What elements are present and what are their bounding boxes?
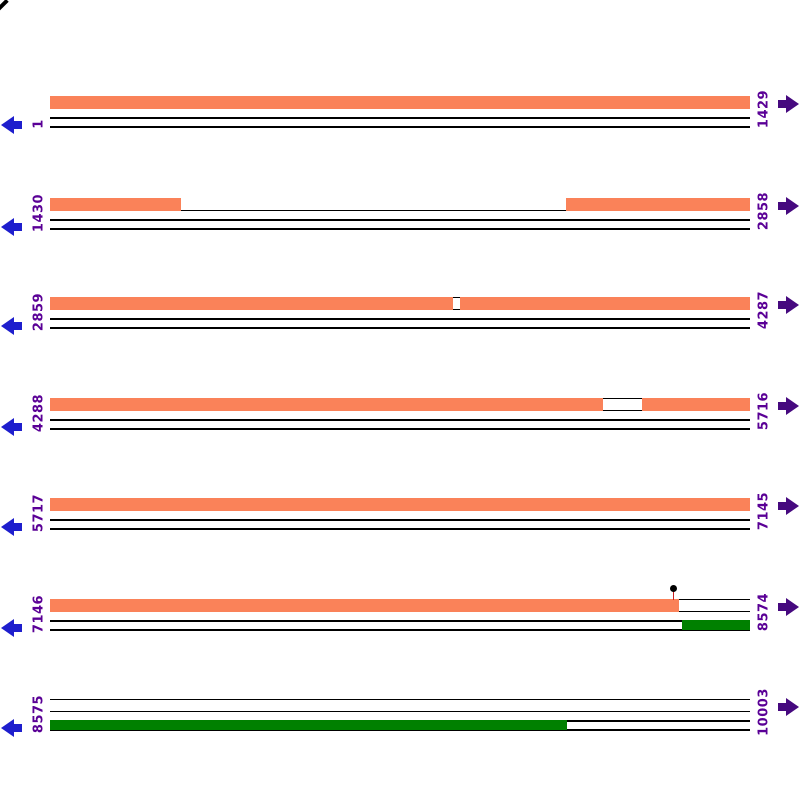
left-arrow-tail[interactable] xyxy=(13,223,22,231)
right-arrow-icon[interactable] xyxy=(786,497,799,515)
right-arrow-tail[interactable] xyxy=(778,301,787,309)
left-coordinate-label: 7146 xyxy=(31,594,47,634)
exon-connector-line xyxy=(181,209,566,211)
strand-line xyxy=(50,327,750,329)
left-arrow-tail[interactable] xyxy=(13,322,22,330)
right-arrow-tail[interactable] xyxy=(778,202,787,210)
strand-line xyxy=(50,419,750,421)
left-coordinate-label: 4288 xyxy=(31,393,47,433)
strand-line xyxy=(50,228,750,230)
strand-line xyxy=(50,219,750,221)
left-arrow-icon[interactable] xyxy=(1,317,14,335)
feature-box-open xyxy=(679,599,750,612)
feature-bar-orange xyxy=(460,297,750,310)
left-arrow-tail[interactable] xyxy=(13,624,22,632)
strand-line xyxy=(50,428,750,430)
strand-line xyxy=(50,629,750,631)
feature-bar-orange xyxy=(50,599,679,612)
strand-line xyxy=(50,528,750,530)
strand-line xyxy=(50,620,750,622)
feature-bar-green xyxy=(682,619,750,631)
right-arrow-icon[interactable] xyxy=(786,95,799,113)
feature-box-open xyxy=(453,297,460,310)
variant-marker-stem xyxy=(672,591,675,600)
feature-bar-orange xyxy=(50,398,603,411)
corner-artifact xyxy=(0,0,9,11)
right-coordinate-label: 7145 xyxy=(756,491,772,531)
feature-bar-green xyxy=(50,719,567,731)
left-arrow-icon[interactable] xyxy=(1,518,14,536)
right-arrow-tail[interactable] xyxy=(778,100,787,108)
variant-marker-dot xyxy=(670,584,677,592)
right-arrow-icon[interactable] xyxy=(786,197,799,215)
right-coordinate-label: 2858 xyxy=(756,191,772,231)
right-coordinate-label: 8574 xyxy=(756,592,772,632)
right-coordinate-label: 10003 xyxy=(756,688,772,736)
left-arrow-tail[interactable] xyxy=(13,423,22,431)
strand-line xyxy=(50,318,750,320)
left-arrow-icon[interactable] xyxy=(1,418,14,436)
left-coordinate-label: 2859 xyxy=(31,292,47,332)
left-arrow-icon[interactable] xyxy=(1,116,14,134)
feature-box-open xyxy=(603,398,642,411)
strand-line xyxy=(50,519,750,521)
left-coordinate-label: 1 xyxy=(31,119,47,129)
feature-bar-orange xyxy=(50,198,181,211)
feature-bar-orange xyxy=(50,498,750,511)
right-arrow-tail[interactable] xyxy=(778,703,787,711)
left-arrow-icon[interactable] xyxy=(1,719,14,737)
right-arrow-icon[interactable] xyxy=(786,296,799,314)
left-arrow-icon[interactable] xyxy=(1,619,14,637)
feature-bar-orange xyxy=(642,398,750,411)
feature-bar-orange xyxy=(50,297,453,310)
right-coordinate-label: 4287 xyxy=(756,290,772,330)
feature-box-open xyxy=(50,699,750,712)
right-arrow-icon[interactable] xyxy=(786,598,799,616)
right-coordinate-label: 5716 xyxy=(756,391,772,431)
feature-bar-orange xyxy=(50,96,750,109)
right-arrow-icon[interactable] xyxy=(786,397,799,415)
left-coordinate-label: 5717 xyxy=(31,493,47,533)
right-arrow-tail[interactable] xyxy=(778,603,787,611)
feature-bar-orange xyxy=(566,198,750,211)
left-coordinate-label: 1430 xyxy=(31,193,47,233)
right-arrow-tail[interactable] xyxy=(778,402,787,410)
strand-line xyxy=(50,117,750,119)
right-arrow-icon[interactable] xyxy=(786,698,799,716)
left-arrow-tail[interactable] xyxy=(13,523,22,531)
left-coordinate-label: 8575 xyxy=(31,694,47,734)
left-arrow-tail[interactable] xyxy=(13,724,22,732)
right-arrow-tail[interactable] xyxy=(778,502,787,510)
right-coordinate-label: 1429 xyxy=(756,89,772,129)
strand-line xyxy=(50,126,750,128)
left-arrow-tail[interactable] xyxy=(13,121,22,129)
left-arrow-icon[interactable] xyxy=(1,218,14,236)
